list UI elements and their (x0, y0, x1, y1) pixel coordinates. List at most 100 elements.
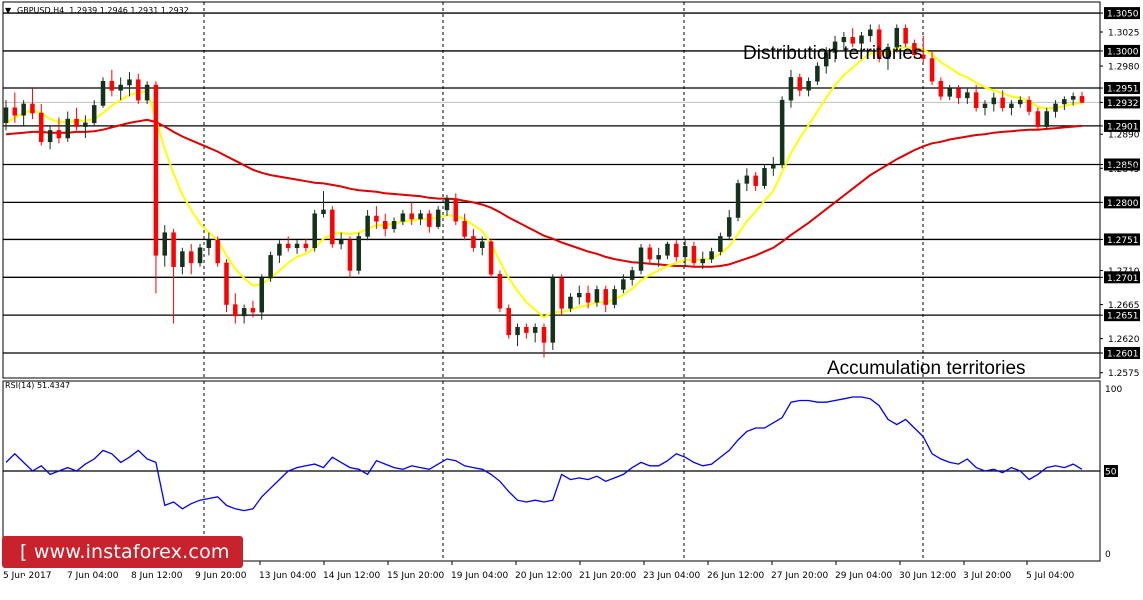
y-tick-label-3: 1.2980 (1108, 63, 1140, 73)
candle-89 (788, 69, 794, 108)
candle-17 (153, 81, 159, 294)
candle-body-33 (294, 243, 300, 249)
price-axis: 1.3050 1.3025 1.3000 1.2980 1.2951 1.2932 1.29… (1100, 7, 1140, 379)
rsi-label: RSI(14) 51.4347 (5, 381, 70, 390)
candle-36 (321, 191, 326, 218)
price-box-label-6: 1.2901 (1107, 122, 1139, 132)
candle-body-5 (47, 130, 53, 143)
price-box-13: 1.2701 (1104, 271, 1140, 284)
candle-body-78 (691, 246, 697, 264)
candle-body-37 (330, 209, 335, 245)
candle-85 (753, 172, 758, 191)
candle-71 (629, 266, 635, 286)
price-box-11: 1.2751 (1104, 233, 1140, 246)
candle-69 (612, 285, 617, 309)
candle-21 (188, 243, 194, 275)
candle-102 (903, 24, 908, 48)
candle-90 (797, 73, 803, 97)
candle-1 (12, 92, 18, 123)
candle-body-6 (56, 130, 62, 139)
candle-body-98 (868, 29, 873, 37)
header-arrow-icon: ▼ (5, 6, 12, 15)
candle-body-12 (109, 80, 115, 91)
candle-83 (735, 179, 741, 222)
candle-41 (365, 209, 370, 241)
candle-91 (806, 77, 811, 97)
candle-body-88 (779, 99, 785, 165)
candle-body-52 (462, 221, 467, 237)
x-tick-label-3: 9 Jun 20:00 (195, 571, 247, 581)
candle-body-1 (12, 107, 18, 116)
chart-header: GBPUSD,H4 1.2939 1.2946 1.2931 1.2932 (17, 6, 189, 15)
candle-72 (638, 243, 644, 275)
candle-23 (206, 232, 212, 256)
candle-body-42 (374, 215, 379, 222)
candle-118 (1044, 107, 1049, 129)
candle-4 (39, 103, 44, 146)
time-axis: 5 Jun 2017 7 Jun 04:00 8 Jun 12:00 9 Jun 20… (3, 561, 1075, 581)
candle-body-7 (65, 118, 70, 139)
candle-65 (577, 285, 582, 305)
candle-10 (91, 100, 97, 127)
price-box-10: 1.2800 (1104, 196, 1140, 209)
candle-body-121 (1070, 96, 1076, 100)
candle-body-63 (559, 277, 564, 309)
candle-62 (550, 274, 556, 350)
candle-50 (444, 194, 450, 216)
candle-106 (938, 77, 944, 101)
price-box-label-11: 1.2751 (1107, 236, 1139, 246)
candle-body-31 (277, 243, 282, 256)
candle-13 (118, 77, 123, 101)
candle-body-34 (303, 243, 309, 249)
price-box-2: 1.3000 (1104, 44, 1140, 57)
candle-14 (127, 72, 132, 97)
x-tick-label-8: 20 Jun 12:00 (515, 571, 572, 581)
instaforex-logo: [ www.instaforex.com ] (2, 536, 243, 595)
candle-body-15 (136, 79, 141, 101)
price-box-bg-11 (1104, 233, 1140, 246)
candle-body-47 (418, 213, 423, 220)
candle-9 (83, 115, 88, 139)
candle-31 (277, 240, 282, 263)
candle-body-57 (506, 308, 511, 336)
candle-80 (709, 247, 714, 263)
candle-body-43 (382, 221, 388, 230)
candle-body-16 (144, 84, 150, 101)
y-tick-label-9: 1.2845 (1108, 165, 1140, 175)
candle-body-9 (83, 122, 88, 127)
candle-body-120 (1062, 99, 1067, 105)
candle-67 (594, 285, 600, 307)
candle-body-117 (1035, 111, 1041, 127)
candle-58 (515, 323, 520, 347)
candle-24 (215, 236, 220, 267)
candle-body-36 (321, 209, 326, 214)
candle-87 (771, 156, 776, 176)
candle-body-0 (3, 107, 9, 124)
candle-body-104 (920, 54, 926, 59)
candle-body-54 (480, 241, 485, 249)
price-box-17: 1.2601 (1104, 347, 1140, 360)
candle-body-83 (735, 183, 741, 218)
rsi-level-box-bg-1 (1104, 465, 1118, 477)
price-box-bg-4 (1104, 82, 1140, 95)
candle-97 (859, 32, 864, 55)
candle-16 (144, 81, 150, 104)
symbol-header: GBPUSD,H4 (17, 6, 64, 15)
candle-27 (241, 304, 247, 324)
candle-95 (841, 32, 847, 51)
candle-body-44 (391, 221, 397, 230)
candle-body-100 (885, 46, 891, 59)
ma-slow-line (5, 118, 1083, 268)
candle-59 (524, 323, 529, 339)
candle-51 (453, 193, 459, 226)
candle-body-99 (876, 29, 882, 59)
candle-body-79 (700, 258, 706, 264)
candle-101 (894, 24, 900, 53)
candle-body-70 (621, 279, 626, 290)
x-tick-label-6: 15 Jun 20:00 (387, 571, 444, 581)
candle-body-81 (718, 236, 723, 252)
candle-12 (109, 69, 115, 97)
candle-body-95 (841, 37, 847, 43)
candle-body-106 (938, 80, 944, 97)
price-box-label-10: 1.2800 (1107, 199, 1139, 209)
